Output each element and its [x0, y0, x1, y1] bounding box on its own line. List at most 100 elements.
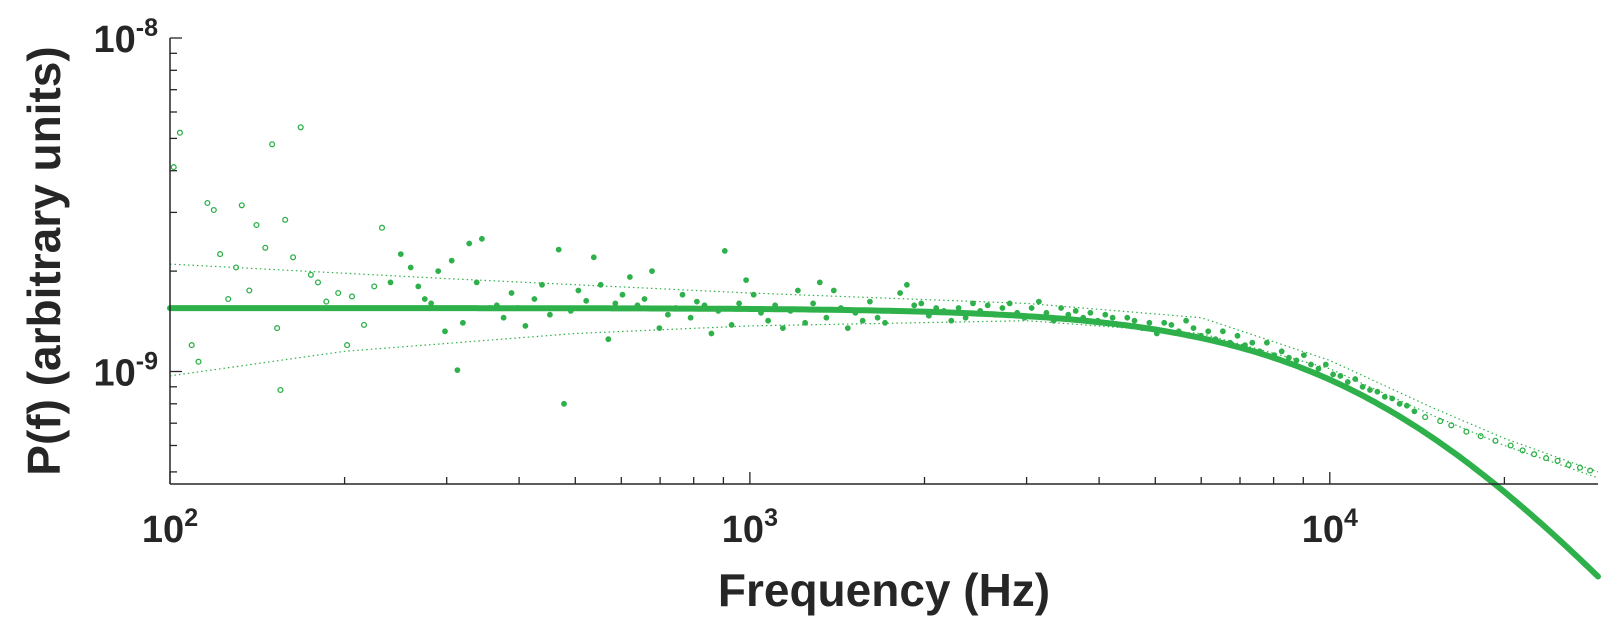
- data-point-filled: [721, 247, 728, 254]
- data-point-filled: [1161, 319, 1168, 326]
- data-point-filled: [992, 311, 998, 318]
- data-point-filled: [1153, 330, 1160, 337]
- data-point-filled: [948, 317, 955, 324]
- data-point-filled: [999, 305, 1006, 311]
- data-point-filled: [508, 290, 515, 296]
- data-point-filled: [1197, 332, 1204, 339]
- data-point-filled: [1264, 339, 1270, 346]
- data-point-filled: [830, 287, 837, 294]
- data-point-filled: [1050, 317, 1057, 324]
- data-point-filled: [743, 277, 749, 283]
- data-point-filled: [428, 300, 434, 307]
- data-point-filled: [1065, 311, 1072, 318]
- data-point-filled: [810, 300, 816, 307]
- data-point-filled: [1183, 317, 1189, 324]
- data-point-filled: [1021, 314, 1028, 321]
- data-point-filled: [1256, 348, 1263, 355]
- data-point-filled: [612, 300, 619, 307]
- data-point-filled: [926, 312, 932, 319]
- fit-curve: [167, 305, 1601, 580]
- data-point-open: [1477, 433, 1484, 440]
- data-point-filled: [1352, 376, 1359, 382]
- data-point-filled: [1286, 354, 1292, 361]
- data-point-filled: [1175, 328, 1182, 335]
- data-point-filled: [415, 283, 422, 290]
- data-point-open: [335, 289, 342, 297]
- data-point-open: [274, 325, 281, 332]
- data-point-open: [1422, 414, 1429, 421]
- data-point-filled: [897, 290, 903, 296]
- data-point-filled: [493, 302, 500, 309]
- data-point-open: [1587, 467, 1594, 474]
- data-point-filled: [1080, 314, 1087, 321]
- data-point-filled: [795, 287, 801, 294]
- data-point-filled: [672, 305, 679, 311]
- data-point-filled: [1242, 342, 1248, 348]
- data-point-open: [277, 386, 284, 394]
- data-point-filled: [665, 311, 671, 318]
- data-point-open: [1554, 457, 1561, 464]
- data-point-filled: [1205, 328, 1212, 335]
- data-point-open: [307, 271, 314, 278]
- data-point-filled: [1322, 361, 1329, 368]
- data-point-open: [360, 321, 368, 328]
- data-point-filled: [547, 311, 553, 318]
- data-point-open: [1543, 455, 1550, 462]
- data-point-filled: [882, 319, 888, 326]
- data-point-filled: [387, 279, 394, 286]
- data-point-filled: [889, 307, 896, 314]
- data-point-filled: [838, 305, 844, 311]
- data-point-filled: [486, 305, 493, 311]
- data-point-filled: [715, 307, 722, 314]
- data-point-filled: [656, 325, 663, 331]
- data-point-filled: [442, 328, 448, 335]
- data-point-filled: [466, 240, 473, 247]
- data-point-filled: [397, 251, 404, 257]
- data-point-filled: [1117, 321, 1123, 328]
- data-point-filled: [539, 281, 545, 288]
- data-point-filled: [522, 322, 529, 329]
- data-point-filled: [780, 325, 786, 331]
- data-point-open: [314, 279, 322, 286]
- axes: [169, 38, 1598, 485]
- data-point-open: [1437, 418, 1444, 425]
- data-point-filled: [852, 309, 859, 316]
- data-point-filled: [531, 296, 538, 302]
- data-point-filled: [1367, 387, 1373, 393]
- data-point-filled: [583, 297, 590, 304]
- data-point-open: [1507, 442, 1514, 449]
- data-point-filled: [1168, 321, 1175, 328]
- data-point-filled: [1124, 314, 1131, 321]
- data-point-filled: [694, 298, 700, 305]
- data-point-open: [282, 216, 289, 223]
- data-point-filled: [823, 314, 830, 321]
- data-point-filled: [874, 314, 881, 321]
- data-point-open: [262, 244, 269, 251]
- data-point-filled: [1344, 379, 1351, 385]
- data-point-filled: [1381, 393, 1388, 400]
- data-point-filled: [859, 317, 866, 324]
- data-point-filled: [1146, 319, 1153, 326]
- data-point-filled: [1389, 395, 1396, 402]
- data-point-filled: [1212, 336, 1219, 343]
- data-point-open: [297, 124, 304, 131]
- data-point-filled: [1028, 305, 1035, 311]
- data-point-filled: [1396, 400, 1403, 407]
- data-point-filled: [619, 291, 626, 298]
- data-point-filled: [448, 257, 455, 264]
- data-point-open: [344, 342, 351, 349]
- data-point-filled: [1109, 314, 1116, 321]
- y-tick-label: 10-9: [93, 348, 158, 395]
- data-point-filled: [1014, 309, 1021, 316]
- data-point-filled: [1308, 361, 1314, 368]
- data-point-filled: [407, 264, 414, 271]
- data-point-filled: [597, 281, 604, 288]
- data-point-open: [210, 206, 217, 214]
- data-point-filled: [459, 319, 466, 326]
- data-point-filled: [728, 321, 735, 328]
- data-point-filled: [962, 314, 969, 321]
- data-point-open: [217, 251, 224, 258]
- data-point-open: [269, 141, 276, 148]
- data-point-open: [323, 298, 330, 305]
